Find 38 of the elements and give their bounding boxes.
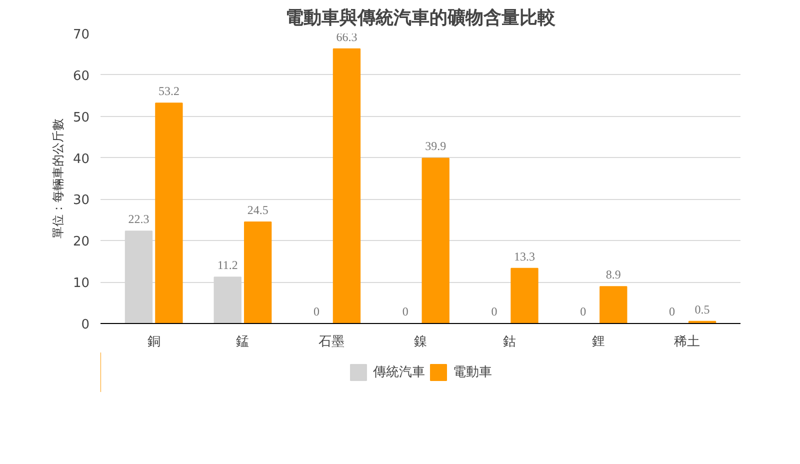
bar — [155, 102, 183, 324]
x-tick-label: 稀土 — [674, 334, 700, 350]
data-label: 0 — [491, 304, 498, 318]
legend-label: 電動車 — [453, 364, 492, 381]
x-tick-label: 鎳 — [414, 334, 427, 350]
bar — [510, 268, 538, 324]
data-label: 0 — [402, 304, 408, 318]
data-label: 0 — [580, 304, 586, 318]
y-axis-title: 單位：每輛車的公斤數 — [50, 118, 65, 238]
legend-label: 傳統汽車 — [373, 364, 425, 381]
y-tick-label: 10 — [72, 276, 90, 292]
data-label: 39.9 — [425, 139, 446, 154]
y-tick-label: 40 — [72, 152, 90, 167]
x-tick-label: 鈷 — [502, 334, 516, 350]
x-tick-label: 石墨 — [318, 334, 345, 350]
chart-title: 電動車與傳統汽車的礦物含量比較 — [286, 8, 556, 28]
y-tick-label: 50 — [72, 110, 90, 126]
bar — [332, 48, 361, 324]
x-tick-label: 鋰 — [592, 334, 605, 350]
bar — [422, 158, 450, 324]
data-label: 22.3 — [128, 212, 150, 226]
bar — [600, 286, 628, 324]
y-tick-label: 60 — [72, 68, 90, 84]
y-tick-label: 30 — [72, 193, 90, 208]
x-tick-label: 銅 — [147, 334, 160, 350]
data-label: 24.5 — [247, 203, 268, 217]
x-tick-label: 錳 — [236, 334, 250, 350]
data-label: 0 — [669, 304, 676, 318]
y-tick-label: 0 — [81, 318, 90, 332]
data-label: 13.3 — [514, 249, 535, 264]
data-label: 11.2 — [217, 258, 238, 272]
y-tick-label: 20 — [72, 234, 90, 250]
y-tick-label: 70 — [72, 28, 90, 42]
data-label: 0 — [314, 304, 320, 318]
data-label: 8.9 — [606, 268, 621, 282]
data-label: 53.2 — [158, 84, 180, 98]
data-label: 0.5 — [694, 302, 710, 316]
bar — [244, 222, 272, 324]
